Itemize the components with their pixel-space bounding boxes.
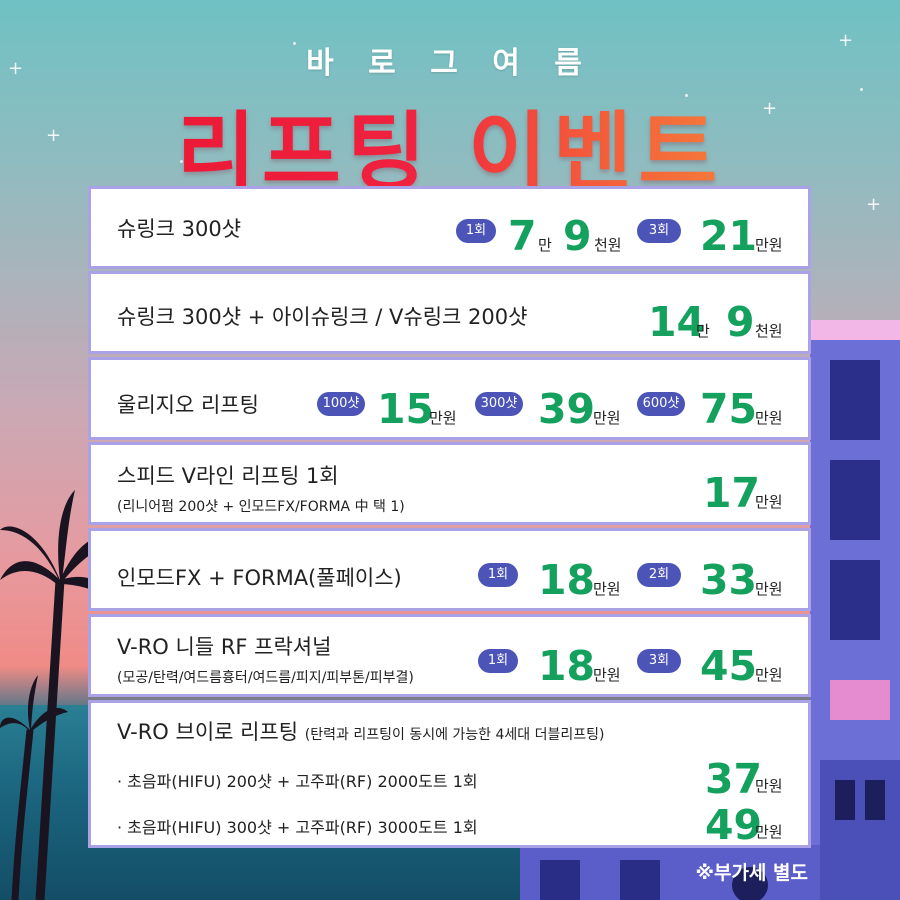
treatment-detail: (모공/탄력/여드름흉터/여드름/피지/피부톤/피부결) bbox=[117, 670, 414, 686]
price-unit: 만원 bbox=[755, 409, 783, 427]
treatment-detail: (리니어펌 200샷 + 인모드FX/FORMA 中 택 1) bbox=[117, 499, 405, 515]
sparkle-dot bbox=[860, 88, 863, 91]
price-value: 45 bbox=[700, 642, 758, 690]
price-unit: 만원 bbox=[755, 777, 783, 795]
price-card-ulthera: 울리지오 리프팅 100샷 15 만원 300샷 39 만원 600샷 75 만… bbox=[88, 357, 811, 440]
price-card-shrink-combo: 슈링크 300샷 + 아이슈링크 / V슈링크 200샷 14 만 9 천원 bbox=[88, 271, 811, 354]
treatment-name: 스피드 V라인 리프팅 1회 bbox=[117, 464, 339, 488]
shot-badge: 100샷 bbox=[317, 392, 365, 416]
price-unit: 만원 bbox=[755, 580, 783, 598]
shot-badge: 600샷 bbox=[637, 392, 685, 416]
option-line: · 초음파(HIFU) 300샷 + 고주파(RF) 3000도트 1회 bbox=[117, 818, 478, 837]
price-unit: 천원 bbox=[594, 236, 622, 254]
building-illustration bbox=[520, 845, 820, 900]
price-value: 18 bbox=[538, 556, 596, 604]
price-unit: 만 bbox=[538, 236, 552, 254]
price-card-vro-needle: V-RO 니들 RF 프락셔널 (모공/탄력/여드름흉터/여드름/피지/피부톤/… bbox=[88, 614, 811, 697]
price-value: 9 bbox=[563, 212, 592, 260]
session-badge: 1회 bbox=[478, 649, 518, 673]
treatment-name: V-RO 브이로 리프팅 (탄력과 리프팅이 동시에 가능한 4세대 더블리프팅… bbox=[117, 716, 604, 746]
price-value: 75 bbox=[700, 385, 758, 433]
price-card-speed-vline: 스피드 V라인 리프팅 1회 (리니어펌 200샷 + 인모드FX/FORMA … bbox=[88, 442, 811, 525]
price-unit: 만원 bbox=[755, 666, 783, 684]
shot-badge: 300샷 bbox=[475, 392, 523, 416]
price-card-shrink: 슈링크 300샷 1회 7 만 9 천원 3회 21 만원 bbox=[88, 186, 811, 269]
price-card-vro-lifting: V-RO 브이로 리프팅 (탄력과 리프팅이 동시에 가능한 4세대 더블리프팅… bbox=[88, 700, 811, 848]
price-value: 37 bbox=[705, 755, 763, 803]
event-subtitle: 바 로 그 여 름 bbox=[306, 46, 594, 81]
price-value: 18 bbox=[538, 642, 596, 690]
sparkle-dot bbox=[685, 94, 688, 97]
price-value: 9 bbox=[726, 298, 755, 346]
price-value: 21 bbox=[700, 212, 758, 260]
session-badge: 3회 bbox=[637, 649, 681, 673]
treatment-name: V-RO 니들 RF 프락셔널 bbox=[117, 635, 332, 659]
treatment-name: 울리지오 리프팅 bbox=[117, 393, 259, 417]
sparkle-dot bbox=[293, 42, 296, 45]
treatment-name: 슈링크 300샷 bbox=[117, 217, 242, 241]
price-unit: 만원 bbox=[755, 493, 783, 511]
price-unit: 만원 bbox=[593, 666, 621, 684]
treatment-name: 인모드FX + FORMA(풀페이스) bbox=[117, 566, 402, 590]
sparkle-star-icon: + bbox=[866, 196, 881, 214]
session-badge: 2회 bbox=[637, 563, 681, 587]
price-unit: 천원 bbox=[755, 322, 783, 340]
sparkle-star-icon: + bbox=[8, 58, 24, 79]
treatment-name: 슈링크 300샷 + 아이슈링크 / V슈링크 200샷 bbox=[117, 305, 528, 329]
price-value: 15 bbox=[377, 385, 435, 433]
palm-tree-icon bbox=[0, 490, 120, 900]
sparkle-star-icon: + bbox=[838, 30, 854, 51]
building-illustration bbox=[810, 320, 900, 900]
price-unit: 만원 bbox=[593, 580, 621, 598]
option-line: · 초음파(HIFU) 200샷 + 고주파(RF) 2000도트 1회 bbox=[117, 772, 478, 791]
price-value: 33 bbox=[700, 556, 758, 604]
price-unit: 만원 bbox=[593, 409, 621, 427]
price-unit: 만원 bbox=[755, 823, 783, 841]
price-value: 49 bbox=[705, 801, 763, 849]
session-badge: 1회 bbox=[456, 219, 496, 243]
vat-note: ※부가세 별도 bbox=[695, 862, 809, 884]
price-unit: 만원 bbox=[429, 409, 457, 427]
session-badge: 3회 bbox=[637, 219, 681, 243]
price-card-inmode: 인모드FX + FORMA(풀페이스) 1회 18 만원 2회 33 만원 bbox=[88, 528, 811, 611]
sparkle-star-icon: + bbox=[46, 127, 61, 145]
treatment-title: V-RO 브이로 리프팅 bbox=[117, 720, 299, 744]
price-value: 39 bbox=[538, 385, 596, 433]
price-value: 14 bbox=[648, 298, 706, 346]
price-value: 17 bbox=[703, 469, 761, 517]
session-badge: 1회 bbox=[478, 563, 518, 587]
price-value: 7 bbox=[508, 212, 537, 260]
sparkle-star-icon: + bbox=[762, 100, 777, 118]
sparkle-dot bbox=[180, 160, 183, 163]
price-unit: 만 bbox=[696, 322, 710, 340]
treatment-note: (탄력과 리프팅이 동시에 가능한 4세대 더블리프팅) bbox=[304, 727, 605, 743]
price-unit: 만원 bbox=[755, 236, 783, 254]
